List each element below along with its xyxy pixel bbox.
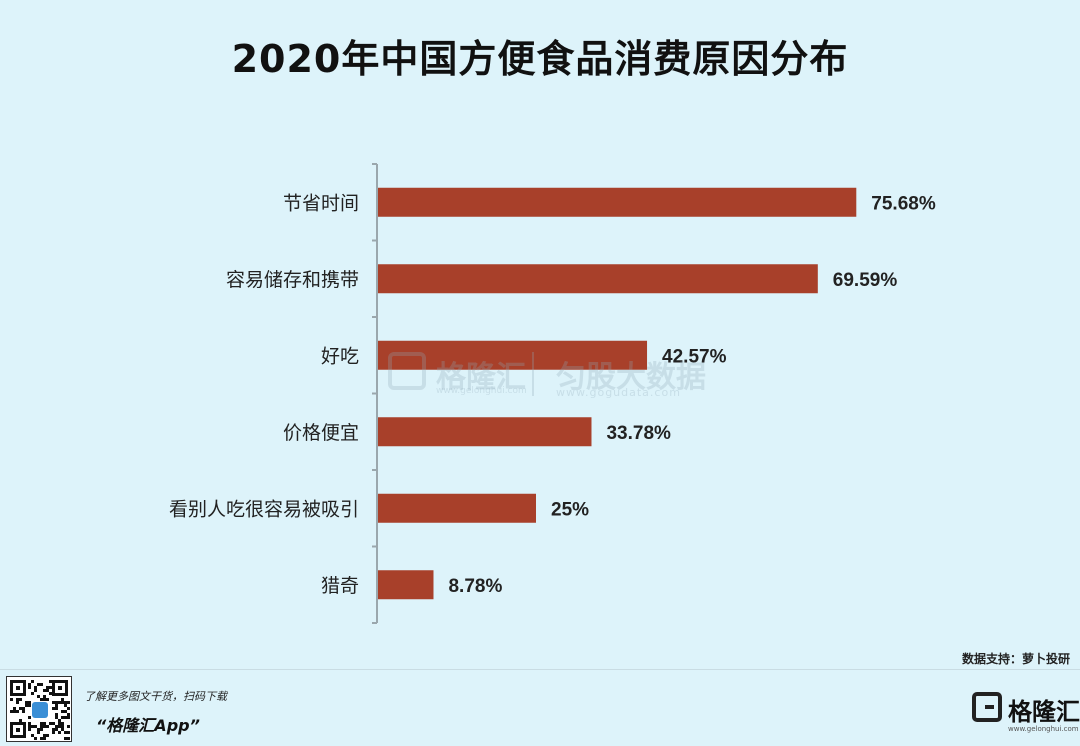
data-source: 数据支持：萝卜投研 — [961, 652, 1070, 666]
category-label-3: 价格便宜 — [283, 422, 359, 444]
category-label-0: 节省时间 — [283, 192, 359, 214]
category-label-4: 看别人吃很容易被吸引 — [169, 498, 359, 520]
bar-1 — [378, 264, 818, 294]
brand-url: www.gelonghui.com — [1008, 725, 1079, 733]
value-label-4: 25% — [551, 499, 589, 520]
promo-app-name: “格隆汇App” — [96, 716, 200, 735]
value-label-0: 75.68% — [871, 193, 936, 214]
category-label-2: 好吃 — [321, 345, 359, 367]
bar-chart: 节省时间 75.68% 容易储存和携带 69.59% 好吃 42.57% 价格便宜 33.78… — [169, 163, 936, 624]
value-label-2: 42.57% — [662, 346, 727, 367]
promo-text: 了解更多图文干货，扫码下载 — [84, 690, 227, 703]
bar-3 — [378, 417, 592, 447]
qr-code-icon[interactable] — [6, 676, 72, 742]
chart-title: 2020年中国方便食品消费原因分布 — [231, 37, 849, 81]
gelonghui-logo-icon — [972, 692, 1002, 722]
value-label-3: 33.78% — [606, 423, 671, 444]
value-label-1: 69.59% — [833, 270, 898, 291]
bar-0 — [378, 187, 857, 217]
category-label-5: 猎奇 — [321, 575, 359, 597]
bar-2 — [378, 340, 648, 370]
value-label-5: 8.78% — [448, 576, 502, 597]
footer-divider — [0, 669, 1080, 670]
bar-4 — [378, 493, 536, 523]
category-label-1: 容易储存和携带 — [226, 269, 359, 291]
brand-name: 格隆汇 — [1008, 698, 1080, 726]
bar-5 — [378, 570, 434, 600]
